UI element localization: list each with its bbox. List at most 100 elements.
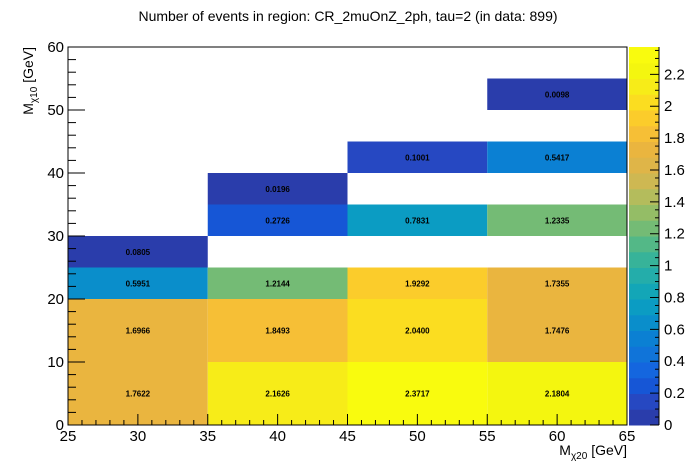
x-axis: 25 30 35 40 45 50 55 60 65 [60, 414, 636, 445]
x-tick-label: 65 [619, 428, 636, 445]
heatmap-cell [207, 204, 348, 236]
color-scale-step [629, 283, 659, 300]
y-tick-label: 20 [47, 291, 64, 308]
color-scale-step [629, 110, 659, 127]
color-scale-step [629, 78, 659, 95]
x-tick-label: 30 [130, 428, 147, 445]
cell-value-label: 1.7355 [545, 279, 570, 288]
color-scale-step [629, 47, 659, 64]
cell-value-label: 2.1804 [545, 390, 570, 399]
y-tick-label: 30 [47, 228, 64, 245]
x-axis-title-sub: χ20 [571, 451, 588, 462]
heatmap-cell [487, 141, 627, 173]
heatmap-cell [68, 236, 208, 268]
y-tick-label: 10 [47, 354, 64, 371]
color-scale-step [629, 236, 659, 253]
heatmap-cell [68, 299, 208, 362]
color-scale-step [629, 393, 659, 410]
heatmap-cell [347, 141, 488, 173]
color-scale-step [629, 314, 659, 331]
color-scale-step [629, 362, 659, 379]
color-scale-step [629, 125, 659, 142]
x-tick-label: 55 [479, 428, 496, 445]
x-axis-title-main: M [559, 442, 571, 458]
cell-value-label: 1.7476 [545, 327, 570, 336]
cell-value-label: 0.0098 [545, 90, 570, 99]
cell-value-label: 0.7831 [405, 216, 430, 225]
cell-value-label: 1.9292 [405, 279, 430, 288]
color-scale-step [629, 409, 659, 426]
y-tick-label: 40 [47, 165, 64, 182]
heatmap-cell [207, 173, 348, 205]
y-axis-title-main: M [20, 103, 36, 115]
cell-value-label: 1.8493 [265, 327, 290, 336]
x-axis-title-unit: [GeV] [587, 442, 627, 458]
color-scale-step [629, 141, 659, 158]
color-scale-tick-label: 2 [664, 98, 672, 115]
cell-value-label: 0.1001 [405, 153, 430, 162]
color-scale-tick-label: 1.4 [664, 194, 685, 211]
color-scale-tick-label: 0 [664, 417, 672, 434]
cell-value-label: 0.5951 [126, 279, 151, 288]
x-tick-label: 50 [409, 428, 426, 445]
heatmap-cells [68, 78, 627, 425]
heatmap-cell [487, 267, 627, 299]
y-axis-title: Mχ10 [GeV] [20, 47, 40, 115]
color-scale-tick-label: 0.8 [664, 289, 685, 306]
cell-value-label: 1.7622 [126, 390, 151, 399]
cell-value-label: 2.1626 [265, 390, 290, 399]
y-tick-label: 0 [56, 417, 64, 434]
color-scale-step [629, 346, 659, 363]
color-scale-tick-label: 0.6 [664, 321, 685, 338]
x-tick-label: 45 [339, 428, 356, 445]
color-scale-step [629, 299, 659, 316]
cell-value-label: 1.6966 [126, 327, 151, 336]
cell-value-label: 1.2144 [265, 279, 290, 288]
color-scale-step [629, 204, 659, 221]
y-tick-label: 50 [47, 102, 64, 119]
heatmap-cell [347, 299, 488, 362]
y-axis-title-unit: [GeV] [20, 47, 36, 87]
heatmap-cell [207, 299, 348, 362]
heatmap-cell [487, 78, 627, 110]
x-tick-label: 60 [549, 428, 566, 445]
heatmap-cell [347, 267, 488, 299]
color-scale-tick-label: 1.8 [664, 130, 685, 147]
heatmap-cell [207, 267, 348, 299]
color-scale-step [629, 173, 659, 190]
color-scale-step [629, 220, 659, 237]
y-tick-label: 60 [47, 39, 64, 56]
color-scale-tick-label: 1 [664, 258, 672, 275]
color-scale-step [629, 251, 659, 268]
cell-value-label: 2.0400 [405, 327, 430, 336]
chart-title: Number of events in region: CR_2muOnZ_2p… [138, 8, 557, 24]
color-scale-bar [629, 47, 659, 426]
x-tick-label: 25 [60, 428, 77, 445]
heatmap-cell [487, 204, 627, 236]
cell-value-label: 0.2726 [265, 216, 290, 225]
color-scale-step [629, 267, 659, 284]
y-axis-title-sub: χ10 [29, 86, 40, 103]
color-scale-step [629, 330, 659, 347]
color-scale-step [629, 157, 659, 174]
heatmap-cell [487, 299, 627, 362]
color-scale-step [629, 62, 659, 79]
color-scale-step [629, 188, 659, 205]
cell-value-label: 0.0196 [265, 185, 290, 194]
y-axis: 0 10 20 30 40 50 60 [47, 39, 85, 434]
cell-value-label: 1.2335 [545, 216, 570, 225]
color-scale-step [629, 377, 659, 394]
color-scale-tick-label: 0.2 [664, 385, 685, 402]
cell-value-label: 0.5417 [545, 153, 570, 162]
color-scale-tick-label: 1.2 [664, 226, 685, 243]
color-scale-axis: 0 0.2 0.4 0.6 0.8 1 1.2 1.4 1.6 1.8 2 2.2 [650, 47, 685, 434]
color-scale-step [629, 94, 659, 111]
cell-value-label: 0.0805 [126, 248, 151, 257]
heatmap-cell [68, 267, 208, 299]
color-scale-tick-label: 1.6 [664, 162, 685, 179]
cell-value-label: 2.3717 [405, 390, 430, 399]
heatmap-cell-labels: 1.7622 2.1626 2.3717 2.1804 1.6966 1.8493 2.04… [126, 90, 570, 398]
x-axis-title: Mχ20 [GeV] [559, 442, 627, 462]
x-tick-label: 35 [199, 428, 216, 445]
